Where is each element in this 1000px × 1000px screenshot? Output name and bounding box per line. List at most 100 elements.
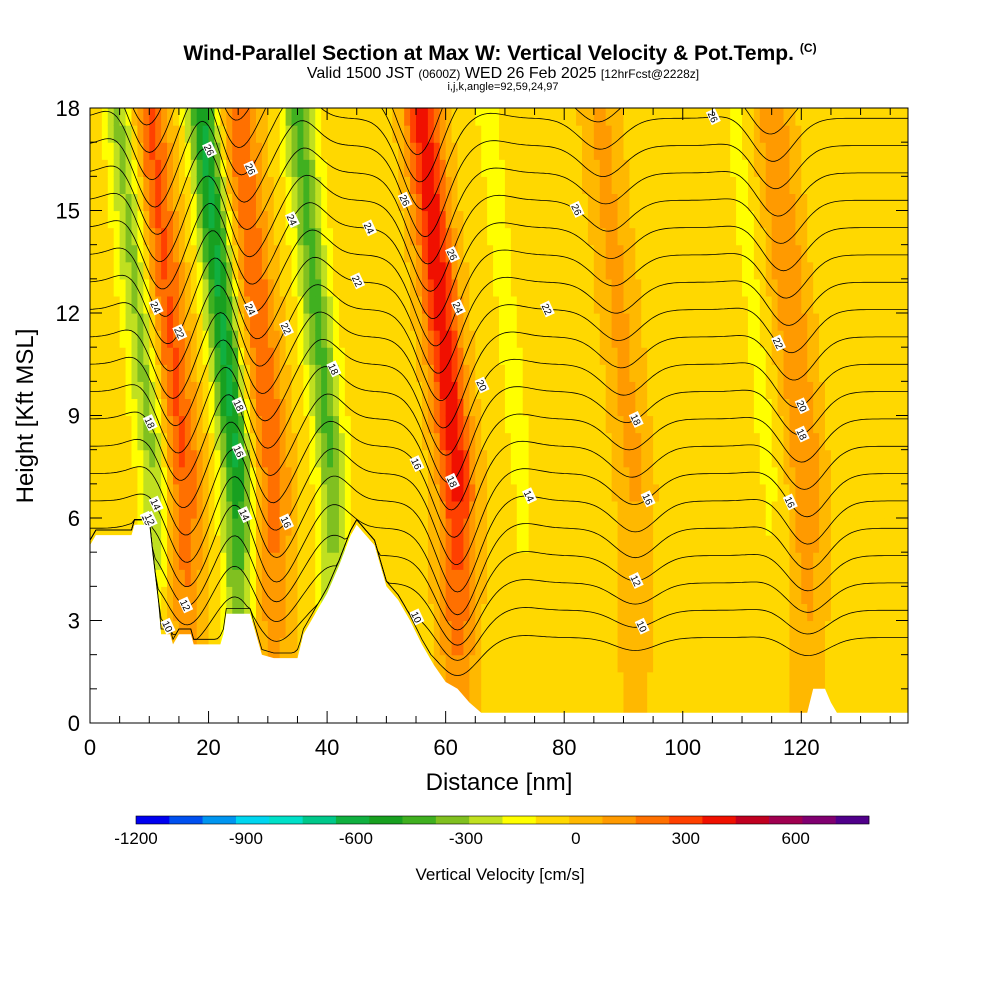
velocity-cell	[576, 176, 583, 195]
velocity-cell	[469, 125, 476, 143]
velocity-cell	[279, 415, 287, 434]
velocity-cell	[664, 159, 672, 177]
velocity-cell	[445, 295, 453, 314]
velocity-cell	[481, 313, 488, 331]
velocity-cell	[457, 210, 465, 229]
velocity-cell	[510, 569, 518, 587]
velocity-cell	[499, 466, 506, 485]
velocity-cell	[457, 671, 465, 690]
velocity-cell	[629, 381, 636, 400]
velocity-cell	[350, 244, 358, 263]
velocity-cell	[338, 347, 346, 365]
velocity-cell	[499, 364, 506, 382]
velocity-cell	[421, 347, 429, 365]
velocity-cell	[137, 210, 144, 229]
velocity-cell	[777, 466, 785, 485]
velocity-cell	[842, 381, 850, 400]
velocity-cell	[872, 500, 879, 519]
velocity-cell	[368, 261, 376, 280]
velocity-cell	[712, 398, 719, 417]
velocity-cell	[765, 415, 773, 434]
velocity-cell	[676, 210, 684, 229]
velocity-cell	[807, 620, 814, 639]
velocity-cell	[860, 313, 868, 331]
velocity-cell	[350, 518, 358, 536]
velocity-cell	[700, 210, 708, 229]
velocity-cell	[830, 500, 838, 519]
velocity-cell	[131, 295, 139, 314]
velocity-cell	[202, 244, 210, 263]
velocity-cell	[481, 295, 488, 314]
velocity-cell	[344, 347, 352, 365]
velocity-cell	[451, 193, 459, 212]
velocity-cell	[368, 210, 376, 229]
velocity-cell	[890, 552, 897, 570]
velocity-cell	[718, 552, 725, 570]
velocity-cell	[487, 620, 494, 639]
velocity-cell	[439, 654, 447, 673]
velocity-cell	[155, 398, 162, 417]
velocity-cell	[742, 449, 749, 468]
velocity-cell	[599, 552, 607, 570]
velocity-cell	[623, 620, 631, 639]
velocity-cell	[546, 637, 553, 656]
velocity-cell	[386, 466, 393, 485]
velocity-cell	[291, 466, 299, 485]
velocity-cell	[504, 261, 512, 280]
velocity-cell	[226, 364, 233, 382]
velocity-cell	[813, 483, 820, 502]
velocity-cell	[155, 552, 162, 570]
velocity-cell	[564, 586, 571, 605]
velocity-cell	[404, 552, 411, 570]
velocity-cell	[706, 620, 713, 639]
velocity-cell	[688, 569, 696, 587]
velocity-cell	[368, 381, 376, 400]
velocity-cell	[362, 210, 370, 229]
velocity-cell	[902, 654, 908, 673]
velocity-cell	[896, 108, 903, 126]
velocity-cell	[558, 637, 565, 656]
velocity-cell	[226, 381, 233, 400]
velocity-cell	[813, 500, 820, 519]
velocity-cell	[356, 210, 364, 229]
velocity-cell	[860, 569, 868, 587]
velocity-cell	[570, 398, 577, 417]
velocity-cell	[777, 244, 785, 263]
velocity-cell	[309, 125, 316, 143]
velocity-cell	[333, 193, 340, 212]
velocity-cell	[410, 364, 417, 382]
velocity-cell	[445, 142, 453, 160]
velocity-cell	[534, 552, 542, 570]
velocity-cell	[884, 518, 891, 536]
velocity-cell	[724, 313, 731, 331]
velocity-cell	[795, 483, 802, 502]
velocity-cell	[765, 586, 773, 605]
velocity-cell	[338, 159, 346, 177]
velocity-cell	[747, 313, 755, 331]
velocity-cell	[321, 347, 328, 365]
velocity-cell	[125, 108, 133, 126]
velocity-cell	[842, 654, 850, 673]
velocity-cell	[540, 227, 548, 246]
velocity-cell	[664, 466, 672, 485]
velocity-cell	[611, 227, 619, 246]
velocity-cell	[416, 364, 423, 382]
velocity-cell	[611, 637, 619, 656]
velocity-cell	[825, 552, 832, 570]
velocity-cell	[421, 210, 429, 229]
velocity-cell	[356, 193, 364, 212]
velocity-cell	[872, 586, 879, 605]
velocity-cell	[457, 193, 465, 212]
velocity-cell	[451, 483, 459, 502]
velocity-cell	[528, 210, 536, 229]
velocity-cell	[161, 295, 168, 314]
velocity-cell	[427, 603, 435, 622]
velocity-cell	[783, 637, 791, 656]
velocity-cell	[753, 313, 761, 331]
velocity-cell	[291, 415, 299, 434]
velocity-cell	[161, 535, 168, 553]
velocity-cell	[747, 688, 755, 707]
velocity-cell	[587, 227, 595, 246]
velocity-cell	[629, 330, 636, 348]
velocity-cell	[101, 176, 109, 195]
